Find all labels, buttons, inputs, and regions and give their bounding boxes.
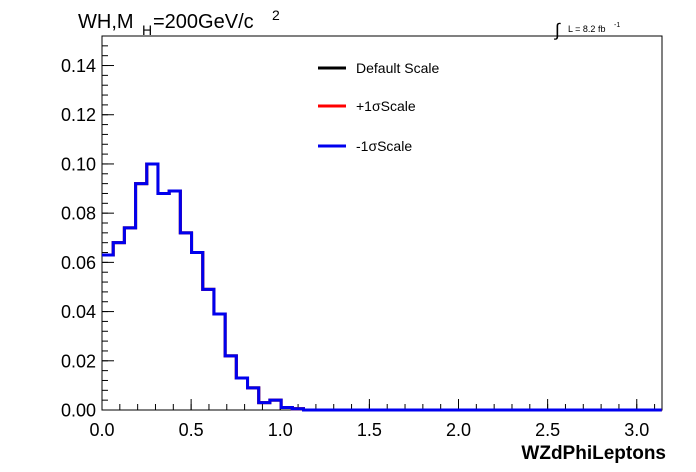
luminosity-label: ∫ L = 8.2 fb -1 — [553, 20, 620, 40]
y-tick-label: 0.00 — [61, 401, 96, 421]
x-tick-label: 1.0 — [268, 420, 293, 440]
plot-frame — [101, 35, 663, 411]
legend: Default Scale +1σScale -1σScale — [318, 60, 439, 154]
luminosity-superscript: -1 — [614, 22, 620, 29]
luminosity-text: L = 8.2 fb — [568, 24, 605, 34]
x-tick-label: 3.0 — [624, 420, 649, 440]
y-tick-label: 0.14 — [61, 56, 96, 76]
y-tick-label: 0.08 — [61, 204, 96, 224]
series-layer — [102, 162, 662, 412]
series-line-2 — [102, 162, 662, 412]
x-axis-title: WZdPhiLeptons — [521, 443, 666, 464]
x-tick-label: 2.5 — [535, 420, 560, 440]
y-tick-label: 0.12 — [61, 105, 96, 125]
y-tick-label: 0.04 — [61, 302, 96, 322]
x-tick-label: 0.0 — [89, 420, 114, 440]
integral-symbol: ∫ — [553, 20, 561, 40]
title-rest: =200GeV/c — [153, 11, 254, 33]
y-tick-label: 0.10 — [61, 154, 96, 174]
series-line-1 — [102, 162, 662, 412]
title-superscript: 2 — [272, 7, 280, 23]
x-tick-label: 2.0 — [446, 420, 471, 440]
title-subscript: H — [142, 22, 152, 38]
y-axis: 0.00 0.02 0.04 0.06 0.08 0.10 0.12 0.14 — [61, 35, 114, 421]
chart-title: WH,M H =200GeV/c 2 — [78, 7, 280, 38]
x-tick-label: 1.5 — [357, 420, 382, 440]
series-line-0 — [102, 162, 662, 412]
y-tick-label: 0.02 — [61, 351, 96, 371]
x-tick-label: 0.5 — [179, 420, 204, 440]
x-axis: 0.0 0.5 1.0 1.5 2.0 2.5 3.0 — [89, 399, 656, 440]
legend-label: +1σScale — [356, 98, 416, 114]
legend-label: Default Scale — [356, 60, 439, 76]
legend-label: -1σScale — [356, 138, 412, 154]
y-tick-label: 0.06 — [61, 253, 96, 273]
title-main: WH,M — [78, 11, 134, 33]
